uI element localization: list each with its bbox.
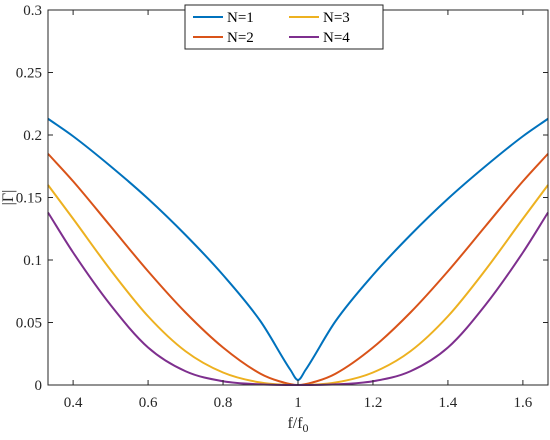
y-tick-label: 0.2	[23, 128, 42, 144]
series-line-n4	[47, 211, 549, 386]
y-tick-label: 0.25	[16, 66, 42, 82]
axes-box	[47, 9, 549, 386]
x-tick-label: 1.2	[364, 395, 383, 411]
ticks: 0.4 0.6 0.8 1 1.2 1.4 1.6 0 0.05 0.1 0.15 0.2 0.25 0.…	[16, 3, 548, 411]
x-tick-label: 0.8	[214, 395, 233, 411]
legend-label-n3: N=3	[323, 10, 350, 26]
y-tick-label: 0.1	[23, 253, 42, 269]
series-line-n2	[47, 153, 549, 387]
x-axis-label-main: f/f	[287, 415, 303, 432]
x-tick-label: 1.6	[514, 395, 533, 411]
legend-label-n1: N=1	[227, 10, 254, 26]
x-tick-label: 0.4	[64, 395, 83, 411]
y-tick-label: 0	[35, 378, 43, 394]
y-tick-label: 0.15	[16, 191, 42, 207]
x-axis-label: f/f0	[287, 415, 308, 435]
series-line-n1	[47, 117, 549, 382]
legend-label-n2: N=2	[227, 30, 254, 46]
x-tick-label: 1.4	[439, 395, 458, 411]
legend-label-n4: N=4	[323, 30, 350, 46]
series-lines	[47, 117, 549, 387]
series-line-n3	[47, 184, 549, 387]
y-tick-label: 0.05	[16, 316, 42, 332]
y-tick-label: 0.3	[23, 3, 42, 19]
legend-frame	[184, 4, 384, 50]
x-tick-label: 1	[294, 395, 302, 411]
x-tick-label: 0.6	[139, 395, 158, 411]
y-axis-label: |Γ|	[0, 190, 17, 206]
x-axis-label-subscript: 0	[303, 421, 309, 435]
legend: N=1 N=3 N=2 N=4	[184, 4, 384, 50]
